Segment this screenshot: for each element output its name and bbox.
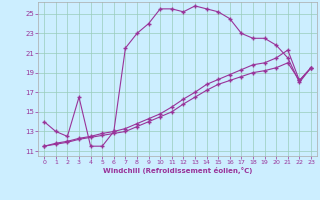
X-axis label: Windchill (Refroidissement éolien,°C): Windchill (Refroidissement éolien,°C) — [103, 167, 252, 174]
